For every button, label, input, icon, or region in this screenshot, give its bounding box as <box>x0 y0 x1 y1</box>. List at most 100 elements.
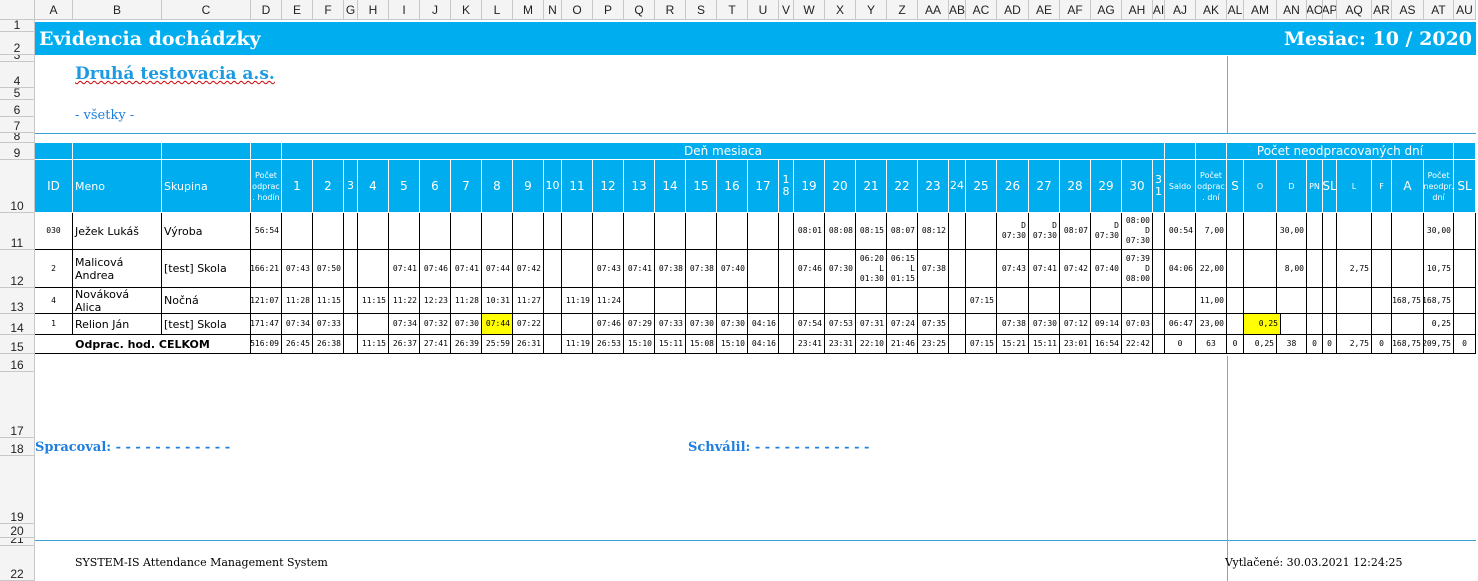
day-cell-30[interactable]: 07:03 <box>1122 314 1153 335</box>
day-cell-13[interactable]: 07:41 <box>624 250 655 288</box>
day-cell-3[interactable] <box>344 314 358 335</box>
day-cell-3[interactable] <box>344 213 358 250</box>
day-cell-5[interactable]: 11:22 <box>389 288 420 314</box>
column-header-X[interactable]: X <box>825 0 856 20</box>
day-cell-26[interactable]: D 07:30 <box>997 213 1029 250</box>
day-cell-14[interactable] <box>655 288 686 314</box>
row-header-5[interactable]: 5 <box>0 88 35 100</box>
day-cell-10[interactable] <box>544 314 562 335</box>
employee-name[interactable]: Nováková Alica <box>73 288 162 314</box>
employee-row-a[interactable] <box>1392 213 1424 250</box>
day-cell-15[interactable] <box>686 213 717 250</box>
day-cell-17[interactable] <box>748 288 779 314</box>
row-header-8[interactable]: 8 <box>0 133 35 143</box>
day-cell-13[interactable] <box>624 213 655 250</box>
column-header-AG[interactable]: AG <box>1091 0 1122 20</box>
day-cell-5[interactable]: 07:41 <box>389 250 420 288</box>
employee-row-sl[interactable] <box>1323 288 1337 314</box>
row-header-16[interactable]: 16 <box>0 354 35 372</box>
day-cell-16[interactable]: 07:40 <box>717 250 748 288</box>
employee-row-d[interactable] <box>1277 314 1307 335</box>
column-header-AO[interactable]: AO <box>1307 0 1323 20</box>
day-cell-28[interactable]: 23:01 <box>1060 335 1091 354</box>
column-header-AT[interactable]: AT <box>1424 0 1454 20</box>
column-header-AB[interactable]: AB <box>949 0 966 20</box>
day-cell-12[interactable]: 11:24 <box>593 288 624 314</box>
day-cell-27[interactable]: 07:30 <box>1029 314 1060 335</box>
day-cell-22[interactable] <box>887 288 918 314</box>
employee-row-s[interactable] <box>1227 213 1244 250</box>
row-header-1[interactable]: 1 <box>0 20 35 32</box>
day-cell-28[interactable]: 07:42 <box>1060 250 1091 288</box>
day-cell-25[interactable] <box>966 250 997 288</box>
column-header-R[interactable]: R <box>655 0 686 20</box>
row-header-13[interactable]: 13 <box>0 288 35 314</box>
column-header-AI[interactable]: AI <box>1153 0 1165 20</box>
day-cell-28[interactable] <box>1060 288 1091 314</box>
totals-row-a[interactable]: 168,75 <box>1392 335 1424 354</box>
day-cell-29[interactable] <box>1091 288 1122 314</box>
column-header-AQ[interactable]: AQ <box>1337 0 1372 20</box>
day-cell-13[interactable]: 07:29 <box>624 314 655 335</box>
day-cell-29[interactable]: D 07:30 <box>1091 213 1122 250</box>
day-cell-1[interactable] <box>282 213 313 250</box>
day-cell-25[interactable] <box>966 213 997 250</box>
employee-row-d[interactable]: 30,00 <box>1277 213 1307 250</box>
day-cell-11[interactable] <box>562 213 593 250</box>
row-header-11[interactable]: 11 <box>0 213 35 250</box>
column-header-AJ[interactable]: AJ <box>1165 0 1196 20</box>
row-header-4[interactable]: 4 <box>0 62 35 88</box>
day-cell-16[interactable]: 15:10 <box>717 335 748 354</box>
day-cell-8[interactable]: 07:44 <box>482 250 513 288</box>
employee-row-l[interactable] <box>1337 288 1372 314</box>
day-cell-2[interactable]: 07:33 <box>313 314 344 335</box>
column-header-W[interactable]: W <box>794 0 825 20</box>
column-header-U[interactable]: U <box>748 0 779 20</box>
totals-row-f[interactable]: 0 <box>1372 335 1392 354</box>
day-cell-17[interactable]: 04:16 <box>748 314 779 335</box>
day-cell-16[interactable] <box>717 213 748 250</box>
employee-row-o[interactable] <box>1244 213 1277 250</box>
day-cell-20[interactable]: 07:53 <box>825 314 856 335</box>
day-cell-14[interactable] <box>655 213 686 250</box>
day-cell-6[interactable]: 27:41 <box>420 335 451 354</box>
day-cell-14[interactable]: 15:11 <box>655 335 686 354</box>
row-header-22[interactable]: 22 <box>0 546 35 581</box>
employee-row-o[interactable] <box>1244 288 1277 314</box>
row-header-14[interactable]: 14 <box>0 314 35 335</box>
row-header-7[interactable]: 7 <box>0 117 35 133</box>
day-cell-30[interactable] <box>1122 288 1153 314</box>
day-cell-15[interactable] <box>686 288 717 314</box>
column-header-AA[interactable]: AA <box>918 0 949 20</box>
employee-row-unworked-days[interactable]: 10,75 <box>1424 250 1454 288</box>
employee-row-f[interactable] <box>1372 213 1392 250</box>
day-cell-11[interactable]: 11:19 <box>562 335 593 354</box>
column-header-AU[interactable]: AU <box>1454 0 1476 20</box>
day-cell-18[interactable] <box>779 250 794 288</box>
column-header-C[interactable]: C <box>162 0 251 20</box>
employee-row-sl2[interactable] <box>1454 250 1476 288</box>
employee-row-l[interactable]: 2,75 <box>1337 250 1372 288</box>
day-cell-1[interactable]: 11:28 <box>282 288 313 314</box>
day-cell-9[interactable] <box>513 213 544 250</box>
employee-row-l[interactable] <box>1337 314 1372 335</box>
row-header-2[interactable]: 2 <box>0 32 35 55</box>
day-cell-17[interactable]: 04:16 <box>748 335 779 354</box>
employee-row-saldo[interactable]: 06:47 <box>1165 314 1196 335</box>
day-cell-11[interactable] <box>562 314 593 335</box>
column-header-Q[interactable]: Q <box>624 0 655 20</box>
day-cell-30[interactable]: 22:42 <box>1122 335 1153 354</box>
column-header-K[interactable]: K <box>451 0 482 20</box>
column-header-O[interactable]: O <box>562 0 593 20</box>
employee-row-sl2[interactable] <box>1454 213 1476 250</box>
day-cell-2[interactable]: 11:15 <box>313 288 344 314</box>
day-cell-21[interactable]: 08:15 <box>856 213 887 250</box>
day-cell-14[interactable]: 07:33 <box>655 314 686 335</box>
day-cell-18[interactable] <box>779 213 794 250</box>
day-cell-22[interactable]: 07:24 <box>887 314 918 335</box>
day-cell-2[interactable]: 26:38 <box>313 335 344 354</box>
totals-row-s[interactable]: 0 <box>1227 335 1244 354</box>
employee-row-worked-days[interactable]: 22,00 <box>1196 250 1227 288</box>
day-cell-31[interactable] <box>1153 314 1165 335</box>
day-cell-9[interactable]: 07:42 <box>513 250 544 288</box>
